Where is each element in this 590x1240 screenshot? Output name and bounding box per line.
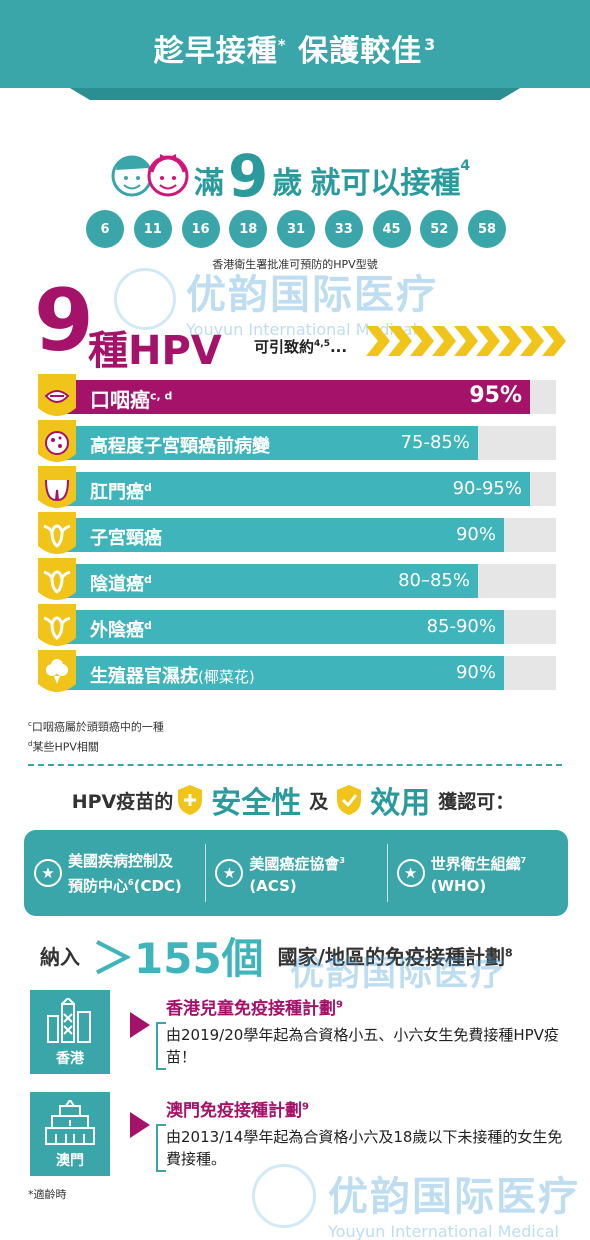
uterus-icon (38, 604, 76, 646)
macau-ruins-icon (45, 1100, 95, 1145)
hpv-type-badge: 18 (229, 210, 268, 248)
hpv-types-caption: 香港衛生署批准可預防的HPV型號 (212, 258, 378, 271)
safety-heading: HPV疫苗的 安全性 及 效用 獲認可： (0, 776, 590, 824)
city-macau-box: 澳門 (30, 1092, 110, 1176)
org-who: ★ 世界衛生組織7 (WHO) (386, 830, 568, 916)
hpv-title: 種HPV (88, 328, 222, 374)
hpv-subtitle: 可引致約4,5... (254, 338, 348, 356)
hpv-type-badge: 16 (181, 210, 220, 248)
disease-label: 陰道癌d (90, 573, 152, 595)
disease-bar-row: 肛門癌d 90-95% (34, 466, 556, 508)
hpv-type-badge: 33 (324, 210, 363, 248)
hpv-type-badge: 31 (277, 210, 315, 248)
disease-label: 外陰癌d (90, 619, 152, 641)
bar-fill (64, 610, 504, 644)
header-title: 趁早接種* 保護較佳 3 (153, 34, 437, 69)
bar-fill (64, 472, 530, 506)
disease-bar-row: 外陰癌d 85-90% (34, 604, 556, 646)
bar-fill (64, 564, 478, 598)
star-icon: ★ (396, 859, 425, 887)
hpv-type-badge: 45 (372, 210, 411, 248)
disease-label: 生殖器官濕疣(椰菜花) (90, 666, 255, 687)
hpv-type-badge: 52 (420, 210, 459, 248)
cell-icon (38, 420, 76, 462)
org-cdc: ★ 美國疾病控制及 預防中心6(CDC) (24, 830, 205, 916)
age-line: 滿 9 歲 就可以接種 4 (194, 142, 471, 210)
program-macau-text: 由2013/14學年起為合資格小六及18歲以下未接種的女生免費接種。 (166, 1128, 563, 1168)
chevron-arrows-icon (366, 326, 566, 356)
disease-label: 高程度子宮頸癌前病變 (90, 436, 270, 457)
disease-label: 口咽癌c, d (90, 388, 173, 412)
organizations-panel: ★ 美國疾病控制及 預防中心6(CDC) ★ 美國癌症協會3 (ACS) ★ 世… (24, 830, 568, 916)
program-macau-title: 澳門免疫接種計劃9 (166, 1101, 309, 1121)
hpv-type-badge: 58 (468, 210, 506, 248)
bar-fill (64, 518, 504, 552)
program-macau-bracket (156, 1124, 166, 1172)
divider-dashed (28, 764, 562, 766)
buttocks-icon (38, 466, 76, 508)
disease-bar-row: 子宮頸癌 90% (34, 512, 556, 554)
disease-percent: 90% (455, 662, 496, 683)
disease-percent: 80–85% (398, 570, 470, 591)
city-hongkong-box: 香港 (30, 990, 110, 1074)
header-notch-shape (0, 88, 590, 100)
arrow-right-icon (130, 1012, 150, 1038)
hpv-types-row: 6 11 16 18 31 33 45 52 58 (86, 210, 506, 248)
disease-bar-row: 高程度子宮頸癌前病變 75-85% (34, 420, 556, 462)
disease-percent: 90-95% (452, 478, 522, 499)
program-hk-bracket (156, 1022, 166, 1070)
program-hk-text: 由2019/20學年起為合資格小五、小六女生免費接種HPV疫苗！ (166, 1026, 559, 1066)
hpv-type-badge: 11 (133, 210, 172, 248)
disease-percent: 85-90% (426, 616, 496, 637)
star-icon: ★ (215, 859, 244, 887)
arrow-right-icon (130, 1112, 150, 1138)
disease-bar-row: 陰道癌d 80–85% (34, 558, 556, 600)
countries-heading: 納入 ＞155個 國家/地區的免疫接種計劃8 (40, 933, 513, 983)
hpv-type-badge: 6 (86, 210, 124, 248)
disease-percent: 95% (469, 383, 522, 408)
disease-percent: 75-85% (400, 432, 470, 453)
hongkong-skyline-icon (47, 998, 91, 1043)
watermark-logo-icon (114, 268, 176, 330)
bar-fill (64, 656, 504, 690)
uterus-icon (38, 512, 76, 554)
disease-label: 肛門癌d (90, 481, 152, 503)
uterus-icon (38, 558, 76, 600)
watermark-logo-icon (252, 1164, 316, 1228)
disease-percent: 90% (455, 524, 496, 545)
footnotes: c口咽癌屬於頭頸癌中的一種 d某些HPV相關 (28, 720, 164, 754)
header-banner: 趁早接種* 保護較佳 3 (0, 0, 590, 100)
big-number-nine: 9 (34, 271, 94, 371)
disease-label: 子宮頸癌 (90, 528, 162, 549)
kids-icon (111, 154, 189, 197)
mouth-icon (38, 374, 76, 416)
disease-bar-row: 口咽癌c, d 95% (34, 374, 556, 416)
cauliflower-icon (38, 650, 76, 692)
bar-fill (64, 380, 530, 414)
star-icon: ★ (34, 859, 62, 887)
program-hk-title: 香港兒童免疫接種計劃9 (166, 999, 343, 1019)
age-note: *適齡時 (28, 1188, 67, 1201)
shield-plus-icon (178, 785, 203, 815)
disease-bar-row: 生殖器官濕疣(椰菜花) 90% (34, 650, 556, 692)
shield-check-icon (337, 785, 362, 815)
bar-fill (64, 426, 478, 460)
org-acs: ★ 美國癌症協會3 (ACS) (205, 830, 386, 916)
